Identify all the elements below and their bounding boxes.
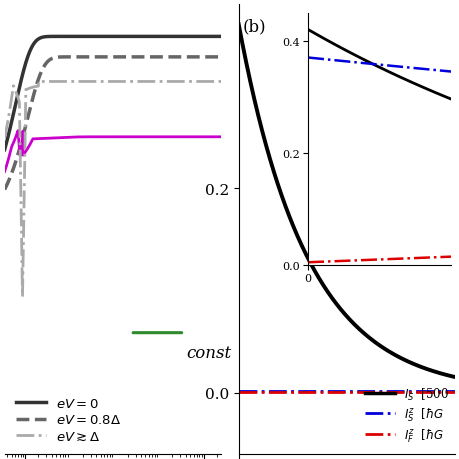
- Text: (b): (b): [242, 18, 266, 35]
- Text: const: const: [186, 344, 231, 361]
- Legend: $I_S$  [500, $I_S^z$  $[\hbar G$, $I_F^z$  $[\hbar G$: $I_S$ [500, $I_S^z$ $[\hbar G$, $I_F^z$ …: [360, 381, 453, 448]
- Legend: $eV = 0$, $eV = 0.8\Delta$, $eV \gtrsim \Delta$: $eV = 0$, $eV = 0.8\Delta$, $eV \gtrsim …: [11, 392, 126, 448]
